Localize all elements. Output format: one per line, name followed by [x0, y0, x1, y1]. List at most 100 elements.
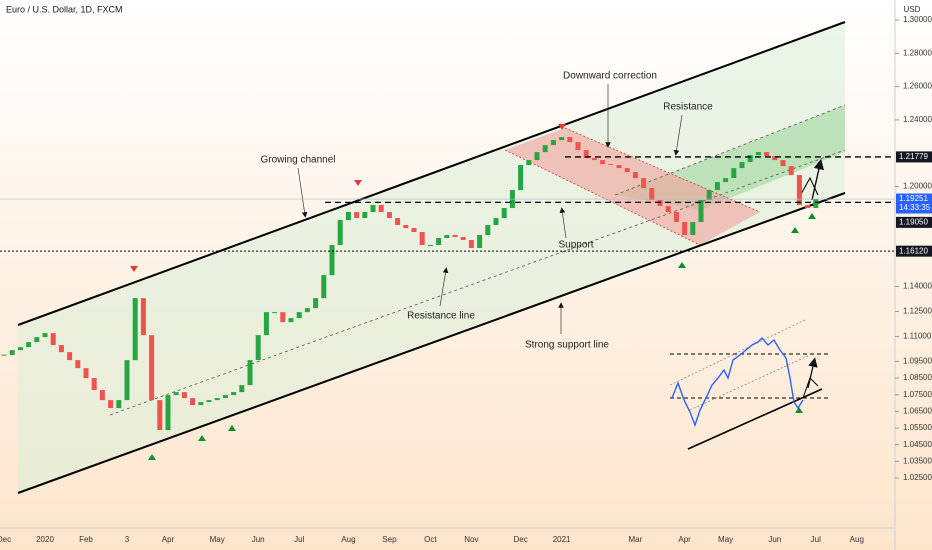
y-tick-label: 1.02500 — [903, 473, 932, 482]
candle — [370, 205, 376, 213]
annotation: Strong support line — [525, 340, 609, 351]
x-tick-label: Jul — [294, 535, 304, 544]
candle — [173, 392, 179, 396]
candle — [624, 168, 630, 173]
candle — [239, 385, 245, 393]
candle — [567, 137, 573, 143]
candle — [395, 218, 401, 226]
candle — [788, 166, 794, 176]
candle — [124, 360, 130, 401]
candle — [304, 308, 310, 313]
candle — [362, 212, 368, 219]
candle — [518, 165, 524, 191]
candle — [427, 245, 433, 247]
candle — [542, 145, 548, 153]
candle — [42, 333, 48, 338]
candle — [296, 312, 302, 319]
candle — [99, 390, 105, 401]
candle — [690, 222, 696, 236]
candle — [616, 165, 622, 169]
candle — [149, 335, 155, 401]
candle — [75, 360, 81, 369]
candle — [222, 395, 228, 399]
candle — [813, 199, 819, 209]
price-tag-label: 1.19050 — [899, 217, 928, 226]
y-tick-label: 1.12500 — [903, 307, 932, 316]
y-tick-label: 1.26000 — [903, 82, 932, 91]
y-tick-label: 1.20000 — [903, 182, 932, 191]
x-tick-label: Aug — [850, 535, 864, 544]
countdown: 14:33:35 — [899, 203, 931, 212]
x-tick-label: Oct — [424, 535, 437, 544]
candle — [747, 155, 753, 163]
currency: USD — [904, 5, 921, 14]
y-tick-label: 1.07500 — [903, 390, 932, 399]
price-tag — [896, 216, 932, 228]
candle — [140, 298, 146, 336]
x-tick-label: Apr — [678, 535, 691, 544]
candle — [477, 235, 483, 249]
candle — [493, 218, 499, 226]
candle — [190, 398, 196, 406]
x-tick-label: Nov — [464, 535, 478, 544]
candle — [321, 275, 327, 299]
candle — [108, 400, 114, 409]
candle — [345, 212, 351, 221]
x-tick-label: Dec — [513, 535, 527, 544]
annotation: Downward correction — [563, 71, 657, 82]
x-tick-label: Jun — [252, 535, 265, 544]
candle — [419, 232, 425, 246]
annotation: Support — [558, 240, 593, 251]
x-tick-label: Jul — [811, 535, 821, 544]
candle — [731, 168, 737, 179]
y-tick-label: 1.08500 — [903, 373, 932, 382]
candle — [772, 156, 778, 161]
candle — [386, 212, 392, 219]
candle — [337, 220, 343, 246]
candle — [67, 352, 73, 361]
annotation: Growing channel — [260, 155, 335, 166]
chart-title: Euro / U.S. Dollar, 1D, FXCM — [6, 4, 123, 14]
candle — [17, 347, 23, 351]
candle — [313, 298, 319, 309]
candle — [575, 142, 581, 151]
x-tick-label: Mar — [629, 535, 643, 544]
x-tick-label: May — [718, 535, 733, 544]
candle — [673, 212, 679, 223]
y-tick-label: 1.06500 — [903, 407, 932, 416]
x-tick-label: 2020 — [36, 535, 54, 544]
candle — [214, 398, 220, 401]
candle — [559, 137, 565, 141]
candle — [706, 190, 712, 201]
candle — [58, 345, 64, 353]
candle — [50, 333, 56, 346]
x-tick-label: Sep — [382, 535, 397, 544]
candle — [501, 208, 507, 219]
x-tick-label: 2021 — [553, 535, 571, 544]
price-tag-label: 1.19251 — [899, 194, 928, 203]
price-tag — [896, 245, 932, 257]
candle — [272, 312, 278, 314]
price-tag-label: 1.16120 — [899, 246, 928, 255]
candle — [255, 335, 261, 361]
candle — [723, 178, 729, 183]
candle — [165, 395, 171, 431]
candle — [714, 182, 720, 191]
candle — [452, 235, 458, 238]
price-tag — [896, 151, 932, 163]
candle — [91, 378, 97, 391]
candle — [116, 400, 122, 409]
candle — [354, 212, 360, 219]
price-tag-label: 1.21779 — [899, 152, 928, 161]
candle — [157, 400, 163, 431]
candle — [1, 354, 7, 356]
candle — [600, 160, 606, 165]
candle — [288, 318, 294, 323]
x-tick-label: Aug — [341, 535, 355, 544]
candle — [764, 152, 770, 157]
y-tick-label: 1.24000 — [903, 115, 932, 124]
candle — [329, 245, 335, 276]
inset-chart — [669, 319, 828, 450]
candle — [739, 162, 745, 169]
